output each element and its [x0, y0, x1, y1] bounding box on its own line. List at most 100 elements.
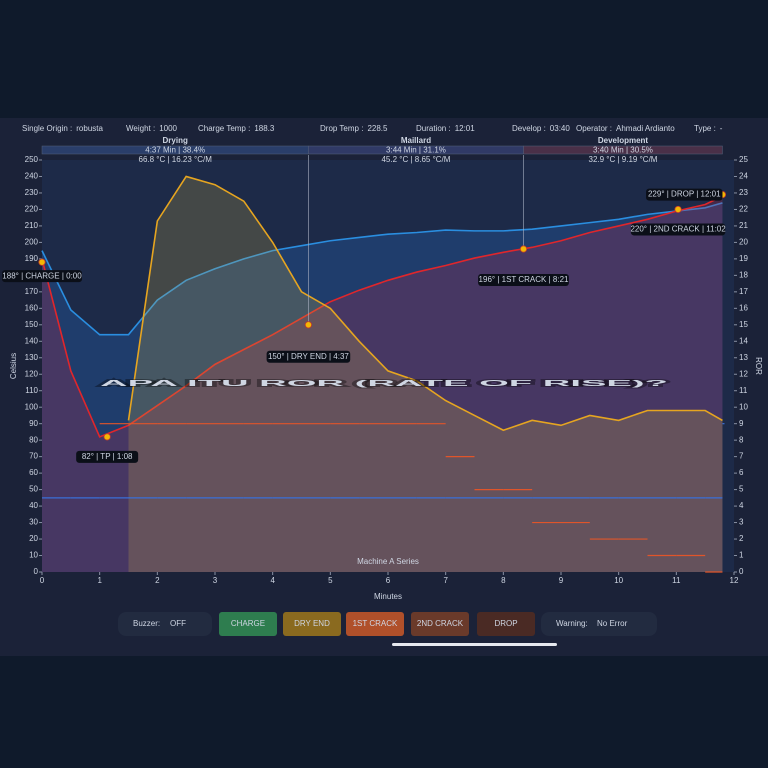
- y-tick-label: 110: [25, 386, 38, 395]
- header-value: 12:01: [455, 124, 476, 133]
- header-label: Charge Temp :: [198, 124, 250, 133]
- warning-value: No Error: [597, 619, 628, 628]
- phase-bar: [523, 145, 723, 155]
- y-tick-label: 70: [29, 452, 38, 461]
- y2-tick-label: 17: [739, 287, 748, 296]
- action-button-label[interactable]: 2ND CRACK: [417, 619, 464, 628]
- event-label: 196° | 1ST CRACK | 8:21: [479, 275, 569, 284]
- area: [42, 196, 723, 573]
- line: [41, 202, 723, 336]
- action-button-label[interactable]: CHARGE: [231, 619, 265, 628]
- x-tick-label: 8: [501, 576, 506, 585]
- y-tick-label: 170: [25, 287, 39, 296]
- y2-tick-label: 9: [739, 419, 744, 428]
- y-tick-label: 100: [25, 402, 39, 411]
- line: [41, 195, 723, 438]
- event-label: 150° | DRY END | 4:37: [268, 352, 349, 361]
- y-tick-label: 240: [25, 172, 39, 181]
- y2-tick-label: 8: [739, 435, 744, 444]
- action-button[interactable]: [219, 612, 277, 636]
- y2-tick-label: 0: [739, 567, 744, 576]
- phase-temp: 66.8 °C | 16.23 °C/M: [139, 155, 213, 164]
- y2-tick-label: 6: [739, 468, 744, 477]
- overlay-title: APA ITU ROR (RATE OF RISE)?: [100, 379, 668, 388]
- event-point: [103, 433, 111, 441]
- phase-time: 4:37 Min | 38.4%: [145, 146, 205, 155]
- buzzer-label: Buzzer:: [133, 619, 160, 628]
- y-tick-label: 150: [25, 320, 39, 329]
- action-button[interactable]: [283, 612, 341, 636]
- action-button-label[interactable]: 1ST CRACK: [353, 619, 398, 628]
- x-tick-label: 3: [213, 576, 218, 585]
- buzzer-value[interactable]: OFF: [170, 619, 186, 628]
- y-tick-label: 90: [29, 419, 38, 428]
- phase-name: Drying: [163, 136, 188, 145]
- x-tick-label: 5: [328, 576, 333, 585]
- y2-tick-label: 15: [739, 320, 748, 329]
- header-field: Drop Temp : 228.5: [320, 124, 388, 133]
- event-point: [304, 321, 313, 329]
- event-label: 229° | DROP | 12:01: [648, 190, 721, 199]
- action-button-label[interactable]: DRY END: [294, 619, 330, 628]
- warning-box: [541, 612, 657, 636]
- header-value: 03:40: [550, 124, 571, 133]
- header-value: -: [720, 124, 723, 133]
- phase-name: Development: [598, 136, 649, 145]
- y-tick-label: 80: [29, 435, 38, 444]
- event-point: [519, 245, 528, 253]
- x-tick-label: 0: [40, 576, 45, 585]
- header-field: Single Origin : robusta: [22, 124, 103, 133]
- header-label: Duration :: [416, 124, 451, 133]
- y-tick-label: 0: [34, 567, 39, 576]
- phase-temp: 32.9 °C | 9.19 °C/M: [589, 155, 658, 164]
- y2-tick-label: 20: [739, 238, 748, 247]
- phase-time: 3:44 Min | 31.1%: [386, 146, 446, 155]
- event-label-bg: [646, 188, 723, 201]
- action-button[interactable]: [477, 612, 535, 636]
- y2-tick-label: 12: [739, 369, 748, 378]
- x-tick-label: 12: [730, 576, 739, 585]
- buzzer-box: [118, 612, 212, 636]
- series-label: Machine A Series: [357, 557, 419, 566]
- phase-temp: 45.2 °C | 8.65 °C/M: [381, 155, 450, 164]
- header-field: Type :-: [694, 124, 723, 133]
- header-label: Drop Temp :: [320, 124, 363, 133]
- header-value: 188.3: [254, 124, 275, 133]
- y2-tick-label: 10: [739, 402, 748, 411]
- y2-tick-label: 7: [739, 452, 744, 461]
- header-field: Charge Temp : 188.3: [198, 124, 275, 133]
- x-tick-label: 2: [155, 576, 160, 585]
- area: [42, 202, 723, 572]
- y2-tick-label: 23: [739, 188, 748, 197]
- header-label: Develop :: [512, 124, 546, 133]
- y-tick-label: 140: [25, 336, 39, 345]
- x-tick-label: 11: [672, 576, 681, 585]
- header-field: Operator : Ahmadi Ardianto: [576, 124, 675, 133]
- y2-tick-label: 22: [739, 205, 748, 214]
- y-tick-label: 40: [29, 501, 38, 510]
- y-tick-label: 230: [25, 188, 39, 197]
- event-label: 188° | CHARGE | 0:00: [2, 271, 82, 280]
- y-tick-label: 60: [29, 468, 38, 477]
- x-tick-label: 10: [614, 576, 623, 585]
- event-label: 220° | 2ND CRACK | 11:02: [630, 225, 726, 234]
- y2-axis-label: ROR: [754, 357, 763, 375]
- y2-tick-label: 5: [739, 485, 744, 494]
- header-field: Duration : 12:01: [416, 124, 475, 133]
- y-tick-label: 190: [25, 254, 39, 263]
- x-tick-label: 9: [559, 576, 564, 585]
- y-tick-label: 160: [25, 303, 39, 312]
- action-button[interactable]: [346, 612, 404, 636]
- x-tick-label: 4: [270, 576, 275, 585]
- action-button[interactable]: [411, 612, 469, 636]
- action-button-label[interactable]: DROP: [494, 619, 517, 628]
- line: [127, 175, 723, 432]
- area: [128, 176, 723, 573]
- y-axis-label: Celsius: [9, 353, 18, 379]
- event-point: [674, 205, 682, 214]
- y2-tick-label: 16: [739, 303, 748, 312]
- y2-tick-label: 25: [739, 155, 748, 164]
- y-tick-label: 220: [25, 205, 39, 214]
- header-value: robusta: [76, 124, 103, 133]
- warning-label: Warning:: [556, 619, 588, 628]
